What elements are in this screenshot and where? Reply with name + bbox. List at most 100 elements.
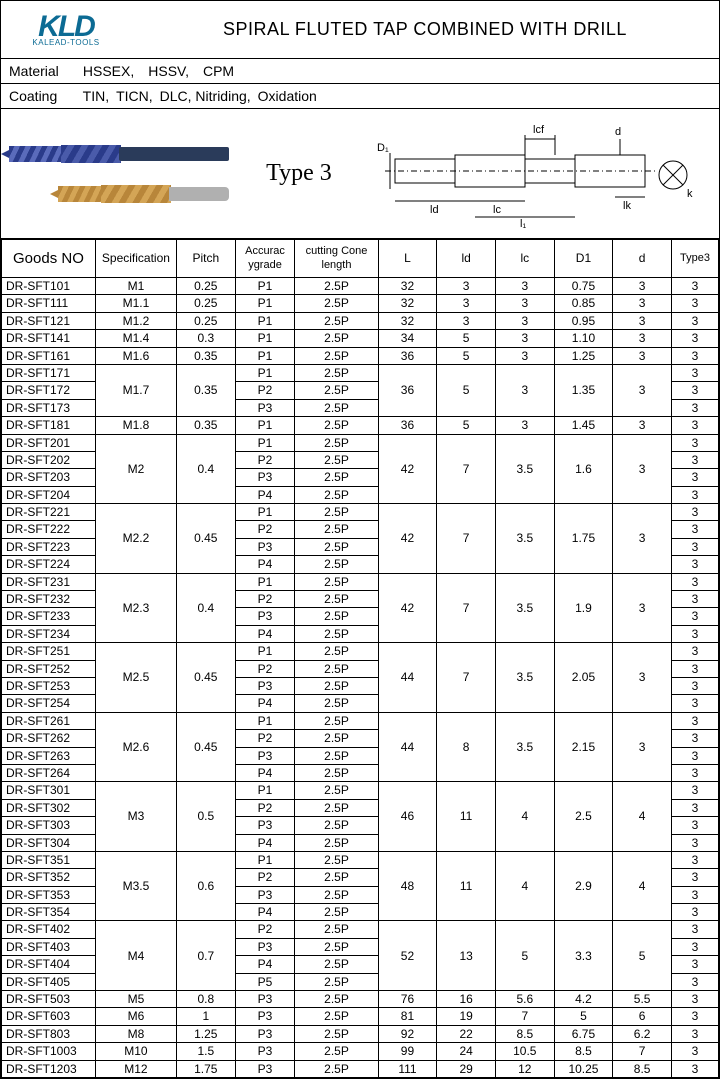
cell-goods: DR-SFT251 (2, 643, 96, 660)
cell-pitch: 0.7 (176, 921, 235, 991)
cell-cone: 2.5P (295, 834, 378, 851)
svg-text:lk: lk (623, 200, 631, 212)
cell-ld: 22 (437, 1025, 496, 1042)
cell-pitch: 0.45 (176, 712, 235, 782)
col-ld: ld (437, 240, 496, 278)
cell-D1: 1.45 (554, 417, 613, 434)
cell-D1: 1.75 (554, 504, 613, 574)
cell-type3: 3 (671, 347, 718, 364)
cell-goods: DR-SFT304 (2, 834, 96, 851)
cell-ld: 8 (437, 712, 496, 782)
cell-pitch: 1.25 (176, 1025, 235, 1042)
header-row: KLD KALEAD-TOOLS SPIRAL FLUTED TAP COMBI… (1, 1, 719, 59)
cell-type3: 3 (671, 538, 718, 555)
cell-goods: DR-SFT233 (2, 608, 96, 625)
cell-acc: P4 (235, 764, 295, 781)
cell-cone: 2.5P (295, 556, 378, 573)
cell-type3: 3 (671, 399, 718, 416)
cell-acc: P5 (235, 973, 295, 990)
cell-type3: 3 (671, 747, 718, 764)
cell-type3: 3 (671, 330, 718, 347)
material-value: HSSEX, HSSV, CPM (83, 63, 234, 79)
cell-spec: M2.6 (95, 712, 176, 782)
cell-cone: 2.5P (295, 295, 378, 312)
coating-label: Coating (9, 88, 79, 104)
cell-acc: P4 (235, 695, 295, 712)
cell-ld: 5 (437, 364, 496, 416)
cell-cone: 2.5P (295, 1060, 378, 1077)
cell-type3: 3 (671, 643, 718, 660)
cell-type3: 3 (671, 730, 718, 747)
cell-goods: DR-SFT231 (2, 573, 96, 590)
svg-text:lcf: lcf (533, 124, 545, 136)
table-row: DR-SFT111M1.10.25P12.5P32330.8533 (2, 295, 719, 312)
cell-type3: 3 (671, 695, 718, 712)
cell-d: 3 (613, 330, 672, 347)
cell-type3: 3 (671, 382, 718, 399)
cell-goods: DR-SFT603 (2, 1008, 96, 1025)
cell-d: 3 (613, 278, 672, 295)
header-row: Goods NO Specification Pitch Accurac ygr… (2, 240, 719, 278)
cell-L: 42 (378, 573, 437, 643)
cell-pitch: 0.35 (176, 364, 235, 416)
cell-pitch: 1.5 (176, 1043, 235, 1060)
cell-d: 6 (613, 1008, 672, 1025)
cell-cone: 2.5P (295, 851, 378, 868)
table-body: DR-SFT101M10.25P12.5P32330.7533DR-SFT111… (2, 278, 719, 1078)
cell-acc: P3 (235, 1025, 295, 1042)
cell-lc: 7 (495, 1008, 554, 1025)
cell-cone: 2.5P (295, 1043, 378, 1060)
cell-ld: 16 (437, 991, 496, 1008)
cell-acc: P2 (235, 382, 295, 399)
cell-acc: P1 (235, 643, 295, 660)
col-acc: Accurac ygrade (235, 240, 295, 278)
cell-lc: 3 (495, 312, 554, 329)
cell-type3: 3 (671, 364, 718, 381)
cell-pitch: 0.5 (176, 782, 235, 852)
cell-spec: M1.7 (95, 364, 176, 416)
cell-type3: 3 (671, 434, 718, 451)
cell-cone: 2.5P (295, 451, 378, 468)
cell-cone: 2.5P (295, 799, 378, 816)
cell-spec: M8 (95, 1025, 176, 1042)
cell-goods: DR-SFT252 (2, 660, 96, 677)
cell-spec: M2.5 (95, 643, 176, 713)
cell-D1: 4.2 (554, 991, 613, 1008)
diagram-row: Type 3 D₁ lcf d (1, 109, 719, 239)
cell-type3: 3 (671, 278, 718, 295)
cell-ld: 11 (437, 782, 496, 852)
cell-ld: 24 (437, 1043, 496, 1060)
cell-goods: DR-SFT803 (2, 1025, 96, 1042)
cell-acc: P3 (235, 399, 295, 416)
cell-type3: 3 (671, 921, 718, 938)
cell-goods: DR-SFT204 (2, 486, 96, 503)
cell-d: 3 (613, 347, 672, 364)
cell-ld: 19 (437, 1008, 496, 1025)
cell-goods: DR-SFT121 (2, 312, 96, 329)
cell-spec: M1.8 (95, 417, 176, 434)
cell-cone: 2.5P (295, 991, 378, 1008)
cell-goods: DR-SFT303 (2, 817, 96, 834)
col-D1: D1 (554, 240, 613, 278)
cell-D1: 1.10 (554, 330, 613, 347)
cell-L: 99 (378, 1043, 437, 1060)
cell-type3: 3 (671, 973, 718, 990)
cell-L: 52 (378, 921, 437, 991)
cell-goods: DR-SFT201 (2, 434, 96, 451)
cell-cone: 2.5P (295, 1008, 378, 1025)
cell-ld: 3 (437, 312, 496, 329)
cell-lc: 8.5 (495, 1025, 554, 1042)
cell-d: 3 (613, 295, 672, 312)
cell-L: 32 (378, 312, 437, 329)
cell-d: 5 (613, 921, 672, 991)
cell-spec: M3 (95, 782, 176, 852)
cell-cone: 2.5P (295, 417, 378, 434)
cell-goods: DR-SFT253 (2, 677, 96, 694)
cell-spec: M2 (95, 434, 176, 504)
cell-L: 32 (378, 278, 437, 295)
cell-cone: 2.5P (295, 625, 378, 642)
cell-type3: 3 (671, 591, 718, 608)
cell-cone: 2.5P (295, 399, 378, 416)
cell-d: 7 (613, 1043, 672, 1060)
cell-L: 44 (378, 712, 437, 782)
